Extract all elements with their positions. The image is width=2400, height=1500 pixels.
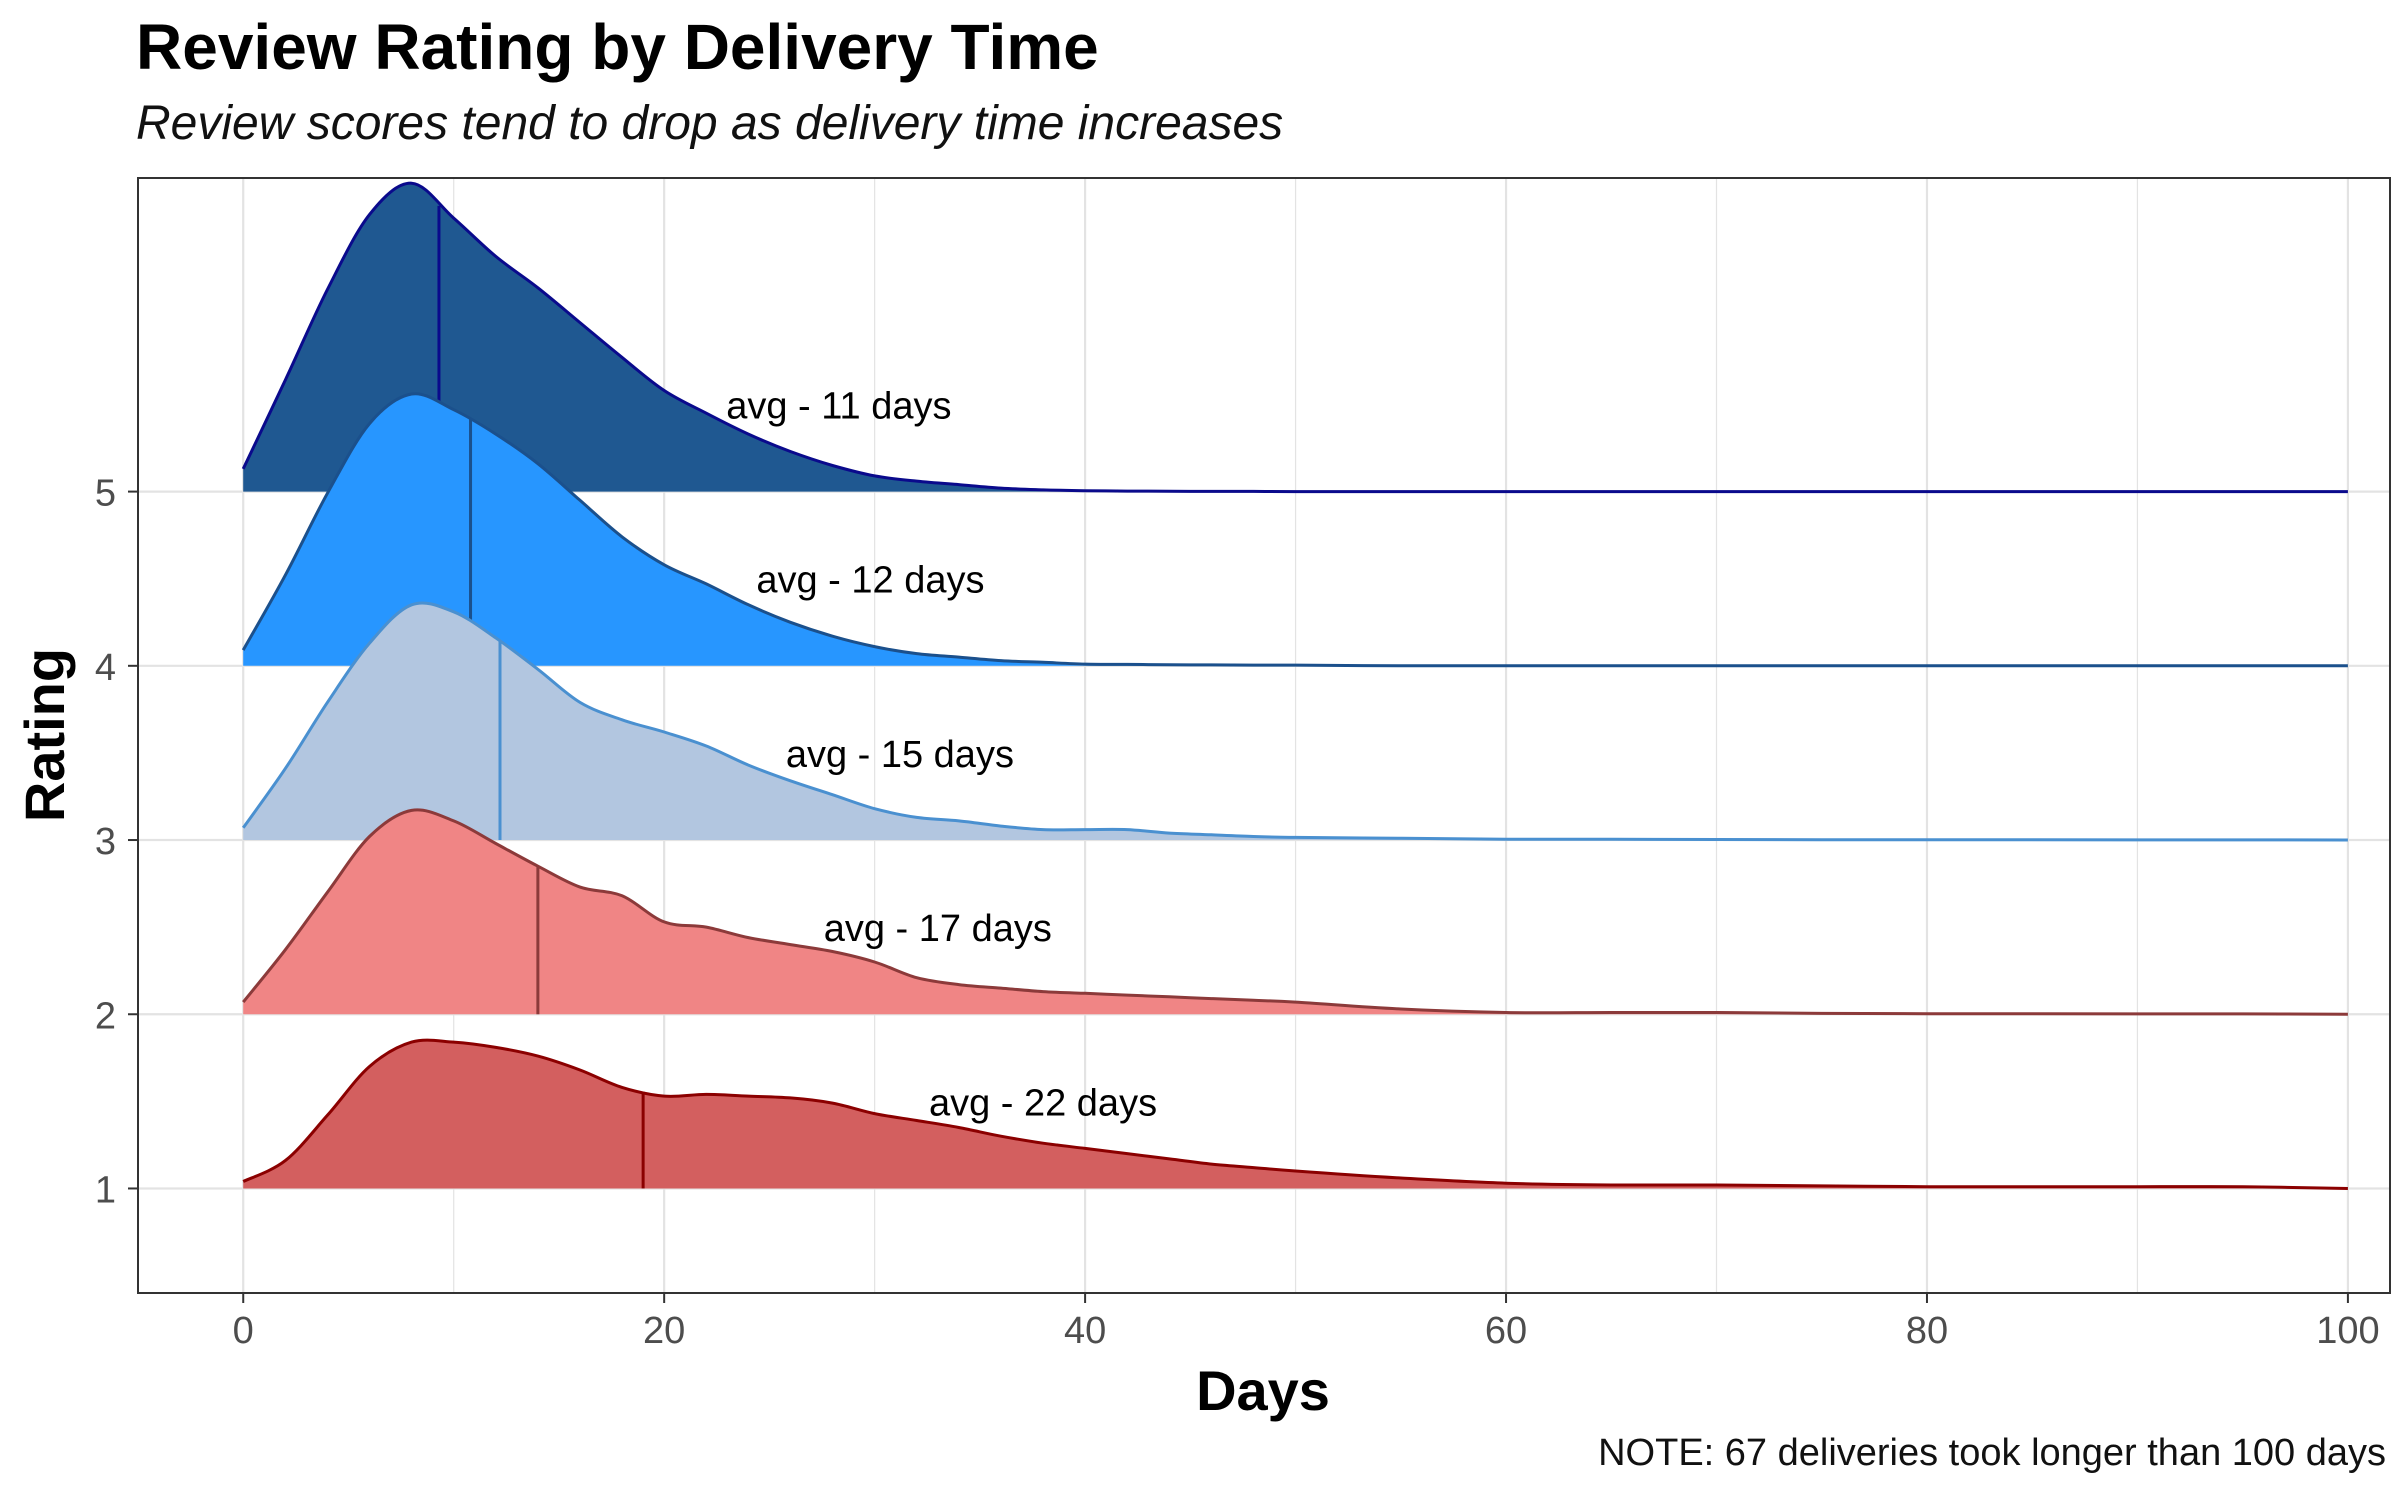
ridge-outline	[242, 808, 2348, 1016]
x-tick-label: 40	[1064, 1310, 1106, 1352]
y-tick-label: 1	[95, 1169, 116, 1211]
avg-label-rating-3: avg - 15 days	[786, 734, 1014, 776]
avg-label-rating-5: avg - 11 days	[726, 385, 951, 427]
plot-panel-border	[137, 177, 2391, 1294]
ridge-area	[243, 809, 2348, 1015]
avg-label-rating-4: avg - 12 days	[756, 560, 984, 602]
ridge-area	[243, 1040, 2348, 1189]
x-tick-label: 0	[233, 1310, 254, 1352]
y-axis-label: Rating	[13, 648, 76, 822]
avg-label-rating-2: avg - 17 days	[824, 908, 1052, 950]
ridge-area	[243, 602, 2348, 840]
y-tick-label: 4	[95, 647, 116, 689]
chart-note: NOTE: 67 deliveries took longer than 100…	[1598, 1432, 2386, 1474]
x-axis-label: Days	[1196, 1359, 1330, 1422]
axis-layer: 0 20 40 60 80 100 1 2 3 4 5	[95, 473, 2380, 1352]
avg-label-rating-1: avg - 22 days	[929, 1082, 1157, 1124]
chart-title: Review Rating by Delivery Time	[136, 11, 1099, 83]
y-tick-label: 2	[95, 995, 116, 1037]
ridge-layer	[241, 181, 2348, 1190]
ridge-rating-1	[242, 1038, 2348, 1190]
x-tick-label: 80	[1906, 1310, 1948, 1352]
y-tick-label: 3	[95, 821, 116, 863]
avg-label-layer: avg - 11 days avg - 12 days avg - 15 days a…	[726, 385, 1157, 1124]
ridge-outline	[241, 181, 2348, 494]
x-tick-label: 100	[2316, 1310, 2379, 1352]
x-tick-label: 20	[643, 1310, 685, 1352]
ridge-rating-2	[242, 808, 2348, 1016]
ridge-rating-3	[241, 601, 2348, 842]
chart-subtitle: Review scores tend to drop as delivery t…	[136, 97, 1284, 150]
ridge-outline	[241, 392, 2348, 668]
y-tick-label: 5	[95, 473, 116, 515]
ridge-outline	[242, 1038, 2348, 1190]
x-tick-label: 60	[1485, 1310, 1527, 1352]
ridge-outline	[241, 601, 2348, 842]
